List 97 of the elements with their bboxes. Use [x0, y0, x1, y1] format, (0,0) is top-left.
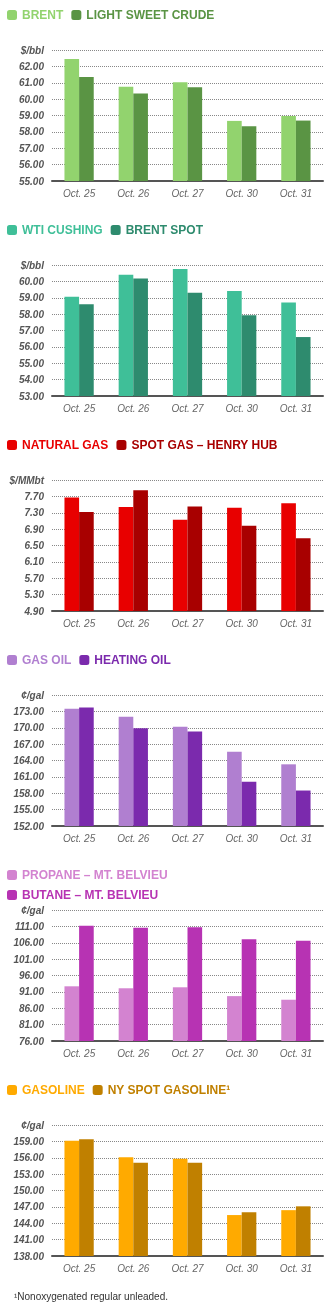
y-axis-title: $/bbl: [19, 44, 45, 56]
y-axis-title: $/MMbt: [8, 474, 45, 486]
y-tick-label: 161.00: [13, 771, 45, 783]
y-tick-label: 7.70: [24, 490, 45, 502]
x-tick-label: Oct. 30: [225, 832, 259, 844]
x-tick-label: Oct. 31: [279, 402, 313, 414]
y-tick-label: 138.00: [13, 1250, 45, 1262]
x-tick-label: Oct. 26: [117, 832, 150, 844]
x-tick-label: Oct. 27: [171, 1047, 205, 1059]
y-tick-label: 60.00: [18, 93, 45, 105]
x-tick-label: Oct. 26: [117, 187, 150, 199]
x-tick-label: Oct. 31: [279, 617, 313, 629]
y-tick-label: 61.00: [18, 77, 45, 89]
x-tick-label: Oct. 27: [171, 617, 205, 629]
x-tick-label: Oct. 27: [171, 832, 205, 844]
y-tick-label: 59.00: [18, 292, 45, 304]
x-tick-label: Oct. 25: [62, 617, 96, 629]
x-tick-label: Oct. 30: [225, 187, 259, 199]
x-tick-label: Oct. 25: [62, 1262, 96, 1274]
x-tick-label: Oct. 30: [225, 402, 259, 414]
x-tick-label: Oct. 26: [117, 402, 150, 414]
y-tick-label: 101.00: [13, 953, 45, 965]
y-tick-label: 53.00: [18, 390, 45, 402]
y-tick-label: 58.00: [18, 308, 45, 320]
y-tick-label: 57.00: [18, 325, 45, 336]
x-tick-label: Oct. 25: [62, 187, 96, 199]
y-tick-label: 167.00: [13, 738, 45, 750]
y-tick-label: 170.00: [13, 722, 45, 734]
y-tick-label: 57.00: [18, 142, 45, 154]
y-tick-label: 106.00: [13, 937, 45, 949]
x-tick-label: Oct. 25: [62, 832, 96, 844]
y-axis-title: ¢/gal: [21, 1119, 45, 1131]
y-tick-label: 5.30: [24, 589, 45, 601]
legend-label: GASOLINE: [22, 1083, 85, 1097]
y-tick-label: 158.00: [13, 787, 45, 799]
y-tick-label: 141.00: [13, 1234, 45, 1246]
y-tick-label: 155.00: [13, 804, 45, 816]
y-tick-label: 147.00: [13, 1201, 45, 1213]
x-tick-label: Oct. 30: [225, 617, 259, 629]
y-tick-label: 60.00: [18, 275, 45, 287]
x-tick-label: Oct. 30: [225, 1047, 259, 1059]
y-tick-label: 6.50: [24, 540, 45, 551]
y-tick-label: 152.00: [13, 820, 45, 832]
x-tick-label: Oct. 26: [117, 617, 150, 629]
legend-label: LIGHT SWEET CRUDE: [86, 8, 215, 22]
y-tick-label: 153.00: [13, 1168, 45, 1180]
legend-label: BRENT: [22, 8, 64, 22]
y-tick-label: 56.00: [18, 341, 45, 353]
y-tick-label: 96.00: [18, 970, 45, 981]
x-tick-label: Oct. 26: [117, 1047, 150, 1059]
y-tick-label: 159.00: [13, 1135, 45, 1147]
x-tick-label: Oct. 31: [279, 832, 313, 844]
y-tick-label: 86.00: [18, 1002, 45, 1014]
legend-label: NY SPOT GASOLINE¹: [107, 1083, 231, 1097]
y-tick-label: 173.00: [13, 705, 45, 717]
y-axis-title: ¢/gal: [21, 689, 45, 701]
y-tick-label: 111.00: [14, 920, 45, 932]
x-tick-label: Oct. 31: [279, 187, 313, 199]
x-tick-label: Oct. 27: [171, 402, 205, 414]
text: ¹Nonoxygenated regular unleaded.: [14, 1290, 168, 1302]
y-tick-label: 55.00: [18, 175, 45, 187]
y-tick-label: 55.00: [18, 357, 45, 369]
x-tick-label: Oct. 27: [171, 187, 205, 199]
x-tick-label: Oct. 26: [117, 1262, 150, 1274]
y-tick-label: 91.00: [18, 986, 45, 998]
y-tick-label: 6.90: [24, 523, 45, 535]
x-tick-label: Oct. 25: [62, 1047, 96, 1059]
x-tick-label: Oct. 25: [62, 402, 96, 414]
y-tick-label: 58.00: [18, 126, 45, 138]
y-tick-label: 5.70: [24, 572, 45, 584]
x-tick-label: Oct. 30: [225, 1262, 259, 1274]
y-tick-label: 59.00: [18, 110, 45, 121]
x-tick-label: Oct. 31: [279, 1047, 313, 1059]
legend-label: BRENT SPOT: [125, 223, 204, 237]
y-axis-title: ¢/gal: [21, 904, 45, 916]
y-tick-label: 4.90: [23, 605, 45, 617]
legend-label: WTI CUSHING: [22, 223, 103, 237]
y-tick-label: 150.00: [13, 1185, 45, 1196]
y-tick-label: 164.00: [13, 755, 45, 766]
legend-label: HEATING OIL: [94, 653, 171, 667]
legend-label: SPOT GAS – HENRY HUB: [131, 438, 278, 452]
y-tick-label: 6.10: [24, 556, 45, 568]
y-tick-label: 156.00: [13, 1152, 45, 1164]
legend-label: BUTANE – MT. BELVIEU: [22, 888, 159, 902]
x-tick-label: Oct. 27: [171, 1262, 205, 1274]
y-tick-label: 56.00: [18, 159, 45, 171]
legend-label: PROPANE – MT. BELVIEU: [22, 868, 168, 882]
y-tick-label: 144.00: [13, 1217, 45, 1229]
y-axis-title: $/bbl: [19, 259, 45, 271]
legend-label: GAS OIL: [22, 653, 72, 667]
y-tick-label: 62.00: [18, 60, 45, 72]
x-tick-label: Oct. 31: [279, 1262, 313, 1274]
y-tick-label: 81.00: [18, 1019, 45, 1031]
y-tick-label: 76.00: [18, 1035, 45, 1047]
legend-label: NATURAL GAS: [22, 438, 109, 452]
y-tick-label: 7.30: [24, 507, 45, 519]
y-tick-label: 54.00: [18, 374, 45, 386]
